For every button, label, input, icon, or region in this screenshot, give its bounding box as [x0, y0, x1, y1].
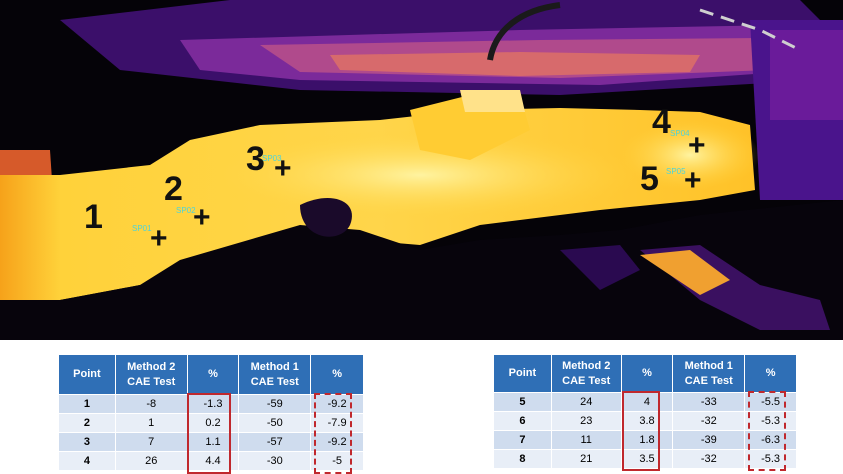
cell-value: -32 [672, 411, 746, 431]
cell-value: 11 [550, 430, 622, 450]
cell-value: -32 [672, 449, 746, 469]
thermal-scene [0, 0, 843, 330]
cell-value: 4.4 [186, 451, 240, 471]
point-label-3: 3 [246, 140, 265, 178]
cell-value: -5.3 [744, 411, 797, 431]
cell-point: 8 [493, 449, 552, 469]
cell-point: 4 [58, 451, 116, 471]
spot-label: SP05 [666, 167, 686, 176]
column-header-percent: % [310, 354, 364, 395]
table-row: 3 7 1.1 -57 -9.2 [58, 432, 364, 452]
cell-value: -7.9 [310, 413, 364, 433]
cell-value: -33 [672, 392, 746, 412]
table-row: 8 21 3.5 -32 -5.3 [493, 449, 797, 469]
column-header-percent: % [186, 354, 240, 395]
cell-value: -57 [238, 432, 312, 452]
cell-value: -5 [310, 451, 364, 471]
table-row: 4 26 4.4 -30 -5 [58, 451, 364, 471]
column-header-point: Point [493, 354, 552, 393]
cell-value: -6.3 [744, 430, 797, 450]
column-header-method1: Method 1 CAE Test [238, 354, 312, 395]
spot-label: SP01 [132, 224, 152, 233]
table-row: 2 1 0.2 -50 -7.9 [58, 413, 364, 433]
cell-value: 26 [114, 451, 188, 471]
spot-label: SP04 [670, 129, 690, 138]
crosshair-marker: + [150, 222, 168, 255]
cell-value: 3.8 [620, 411, 674, 431]
crosshair-marker: + [688, 129, 706, 162]
column-header-point: Point [58, 354, 116, 395]
table-row: 1 -8 -1.3 -59 -9.2 [58, 394, 364, 414]
point-label-5: 5 [640, 160, 659, 198]
point-label-2: 2 [164, 170, 183, 208]
cell-value: 24 [550, 392, 622, 412]
table-row: 5 24 4 -33 -5.5 [493, 392, 797, 412]
crosshair-marker: + [193, 201, 211, 234]
thermal-image: 1 2 3 4 5 + + + + + SP01 SP02 SP03 SP04 … [0, 0, 843, 340]
cell-value: 1.1 [186, 432, 240, 452]
cell-value: 3.5 [620, 449, 674, 469]
cell-point: 2 [58, 413, 116, 433]
crosshair-marker: + [274, 152, 292, 185]
crosshair-marker: + [684, 164, 702, 197]
cell-point: 6 [493, 411, 552, 431]
cell-point: 1 [58, 394, 116, 414]
point-label-4: 4 [652, 103, 671, 141]
table-row: 7 11 1.8 -39 -6.3 [493, 430, 797, 450]
point-label-1: 1 [84, 198, 103, 236]
cell-value: -1.3 [186, 394, 240, 414]
cell-point: 3 [58, 432, 116, 452]
cell-value: -8 [114, 394, 188, 414]
cell-value: 4 [620, 392, 674, 412]
column-header-percent: % [620, 354, 674, 393]
results-table-left: Point Method 2 CAE Test % Method 1 CAE T… [58, 354, 364, 471]
spot-label: SP03 [262, 154, 282, 163]
cell-value: -50 [238, 413, 312, 433]
cell-value: 1 [114, 413, 188, 433]
results-table-right: Point Method 2 CAE Test % Method 1 CAE T… [493, 354, 797, 469]
column-header-method2: Method 2 CAE Test [114, 354, 188, 395]
cell-point: 5 [493, 392, 552, 412]
cell-value: 7 [114, 432, 188, 452]
cell-value: -5.3 [744, 449, 797, 469]
cell-point: 7 [493, 430, 552, 450]
column-header-percent: % [744, 354, 797, 393]
cell-value: -39 [672, 430, 746, 450]
column-header-method1: Method 1 CAE Test [672, 354, 746, 393]
cell-value: -9.2 [310, 432, 364, 452]
cell-value: -59 [238, 394, 312, 414]
spot-label: SP02 [176, 206, 196, 215]
cell-value: -30 [238, 451, 312, 471]
column-header-method2: Method 2 CAE Test [550, 354, 622, 393]
cell-value: -5.5 [744, 392, 797, 412]
cell-value: -9.2 [310, 394, 364, 414]
cell-value: 21 [550, 449, 622, 469]
cell-value: 23 [550, 411, 622, 431]
cell-value: 0.2 [186, 413, 240, 433]
table-row: 6 23 3.8 -32 -5.3 [493, 411, 797, 431]
cell-value: 1.8 [620, 430, 674, 450]
